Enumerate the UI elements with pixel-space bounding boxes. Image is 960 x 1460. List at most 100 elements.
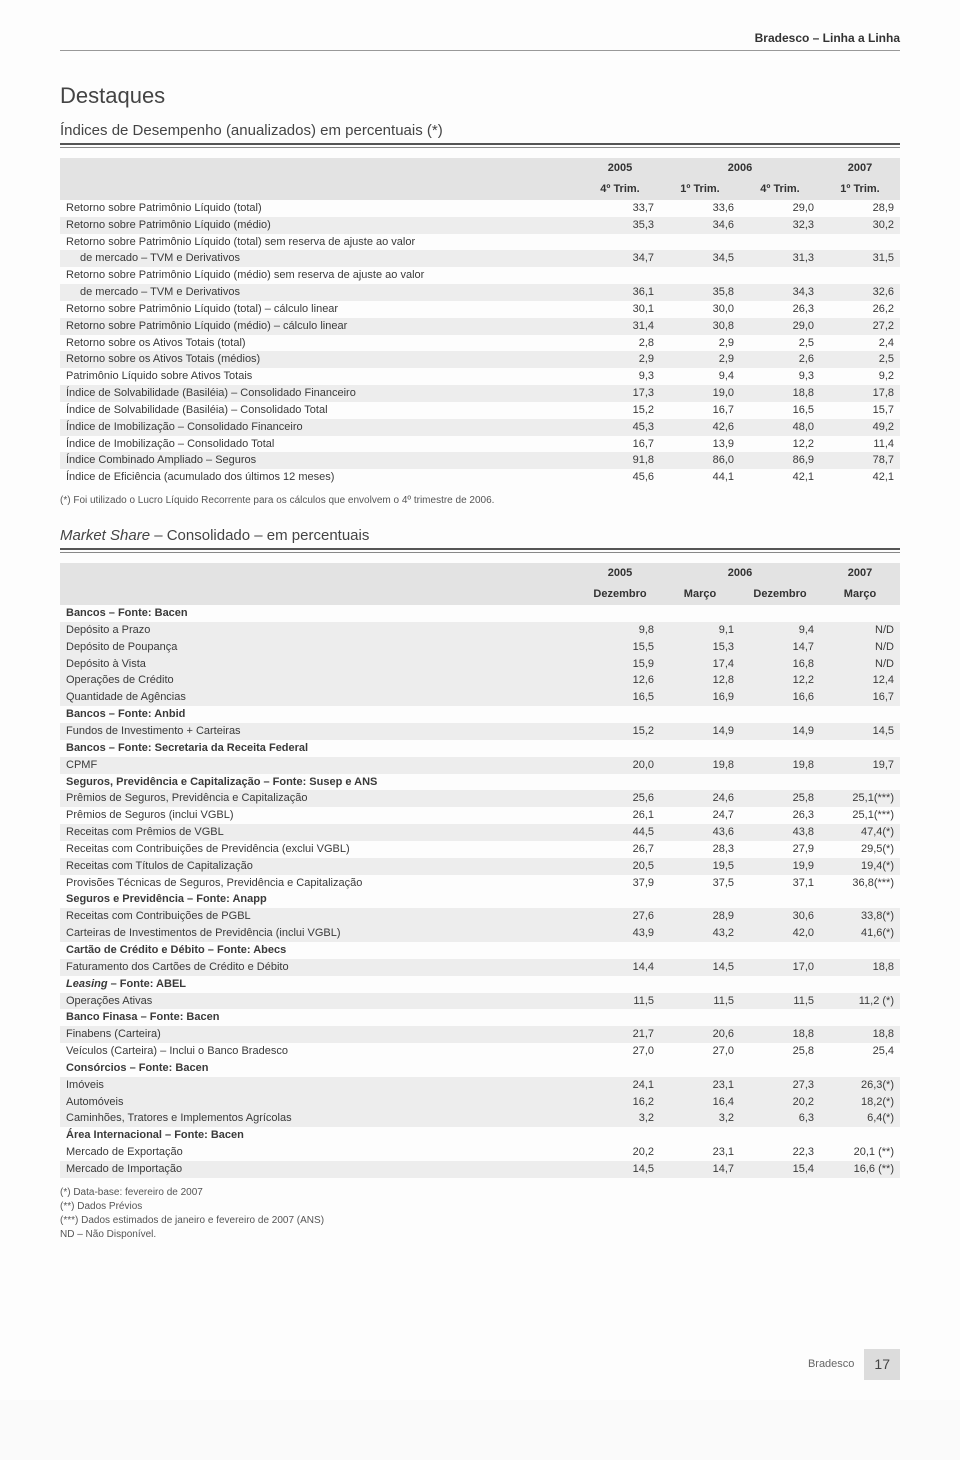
table-row: Índice Combinado Ampliado – Seguros91,88… [60, 452, 900, 469]
row-value: 12,8 [660, 672, 740, 689]
table-row: Quantidade de Agências16,516,916,616,7 [60, 689, 900, 706]
table-row: Retorno sobre Patrimônio Líquido (médio)… [60, 318, 900, 335]
table2-sub-row: Dezembro Março Dezembro Março [60, 584, 900, 605]
table2-year-2005: 2005 [580, 563, 660, 584]
row-value: 34,3 [740, 284, 820, 301]
table1-footnote: (*) Foi utilizado o Lucro Líquido Recorr… [60, 494, 900, 508]
section-row: Leasing – Fonte: ABEL [60, 976, 900, 993]
row-value: 15,5 [580, 639, 660, 656]
row-value: 23,1 [660, 1144, 740, 1161]
row-value: 43,9 [580, 925, 660, 942]
table-row: Índice de Solvabilidade (Basiléia) – Con… [60, 385, 900, 402]
row-value: 49,2 [820, 419, 900, 436]
row-value: 27,2 [820, 318, 900, 335]
row-value [820, 774, 900, 791]
row-value: 18,2(*) [820, 1094, 900, 1111]
row-value: 25,1(***) [820, 790, 900, 807]
row-value [740, 706, 820, 723]
row-value: 22,3 [740, 1144, 820, 1161]
row-value: 9,1 [660, 622, 740, 639]
row-value [820, 1060, 900, 1077]
section-row: Cartão de Crédito e Débito – Fonte: Abec… [60, 942, 900, 959]
row-value: 12,2 [740, 436, 820, 453]
table-row: de mercado – TVM e Derivativos34,734,531… [60, 250, 900, 267]
row-value: 29,0 [740, 318, 820, 335]
row-value: 14,5 [580, 1161, 660, 1178]
row-value: 34,5 [660, 250, 740, 267]
row-value: 34,6 [660, 217, 740, 234]
row-value [820, 740, 900, 757]
row-value [660, 234, 740, 251]
table-row: Índice de Solvabilidade (Basiléia) – Con… [60, 402, 900, 419]
row-value: 28,9 [820, 200, 900, 217]
row-value: 9,3 [580, 368, 660, 385]
row-value [740, 1127, 820, 1144]
footnote-line: (*) Data-base: fevereiro de 2007 [60, 1186, 900, 1200]
row-value: 20,0 [580, 757, 660, 774]
table1-year-2005: 2005 [580, 158, 660, 179]
row-value: 24,7 [660, 807, 740, 824]
row-label: Automóveis [60, 1094, 580, 1111]
row-value: N/D [820, 656, 900, 673]
row-value [820, 234, 900, 251]
section-row: Seguros e Previdência – Fonte: Anapp [60, 891, 900, 908]
row-value: 35,3 [580, 217, 660, 234]
row-value: 44,1 [660, 469, 740, 486]
table2-sub-3: Março [820, 584, 900, 605]
row-label: Depósito a Prazo [60, 622, 580, 639]
row-value: 2,4 [820, 335, 900, 352]
row-value: 6,4(*) [820, 1110, 900, 1127]
row-value: 2,8 [580, 335, 660, 352]
row-value [660, 740, 740, 757]
table-row: Imóveis24,123,127,326,3(*) [60, 1077, 900, 1094]
row-value: 20,5 [580, 858, 660, 875]
row-label: Prêmios de Seguros, Previdência e Capita… [60, 790, 580, 807]
row-value: 33,8(*) [820, 908, 900, 925]
row-value: 20,1 (**) [820, 1144, 900, 1161]
row-value: 20,2 [580, 1144, 660, 1161]
row-label: Carteiras de Investimentos de Previdênci… [60, 925, 580, 942]
table-row: Índice de Imobilização – Consolidado Fin… [60, 419, 900, 436]
table-row: Mercado de Importação14,514,715,416,6 (*… [60, 1161, 900, 1178]
rule [60, 146, 900, 148]
row-value: 12,2 [740, 672, 820, 689]
row-value: 3,2 [580, 1110, 660, 1127]
row-label: Fundos de Investimento + Carteiras [60, 723, 580, 740]
page-number: 17 [864, 1349, 900, 1380]
row-label: Índice de Solvabilidade (Basiléia) – Con… [60, 385, 580, 402]
row-value: 45,6 [580, 469, 660, 486]
row-label: Retorno sobre Patrimônio Líquido (médio)… [60, 318, 580, 335]
row-value: 17,8 [820, 385, 900, 402]
row-value [580, 891, 660, 908]
row-value: N/D [820, 622, 900, 639]
row-label: Leasing – Fonte: ABEL [60, 976, 580, 993]
table-row: Receitas com Contribuições de PGBL27,628… [60, 908, 900, 925]
table-row: Depósito de Poupança15,515,314,7N/D [60, 639, 900, 656]
row-value [740, 234, 820, 251]
row-label: Mercado de Exportação [60, 1144, 580, 1161]
row-value: 27,0 [660, 1043, 740, 1060]
table-row: Retorno sobre Patrimônio Líquido (total)… [60, 301, 900, 318]
table2-year-2006: 2006 [660, 563, 820, 584]
row-label: Caminhões, Tratores e Implementos Agríco… [60, 1110, 580, 1127]
row-value: 19,5 [660, 858, 740, 875]
row-label: de mercado – TVM e Derivativos [60, 250, 580, 267]
row-value: 11,2 (*) [820, 993, 900, 1010]
row-label: Retorno sobre Patrimônio Líquido (total)… [60, 234, 580, 251]
row-value: 14,4 [580, 959, 660, 976]
row-value: 14,9 [740, 723, 820, 740]
top-header: Bradesco – Linha a Linha [60, 30, 900, 51]
row-value [740, 267, 820, 284]
row-value: 47,4(*) [820, 824, 900, 841]
row-label: Bancos – Fonte: Bacen [60, 605, 580, 622]
section-title: Destaques [60, 81, 900, 111]
row-value: 23,1 [660, 1077, 740, 1094]
row-label: Patrimônio Líquido sobre Ativos Totais [60, 368, 580, 385]
row-value: 37,9 [580, 875, 660, 892]
row-value: 34,7 [580, 250, 660, 267]
row-label: Faturamento dos Cartões de Crédito e Déb… [60, 959, 580, 976]
table-row: Retorno sobre Patrimônio Líquido (médio)… [60, 217, 900, 234]
row-value: 28,9 [660, 908, 740, 925]
row-label: Banco Finasa – Fonte: Bacen [60, 1009, 580, 1026]
row-value [580, 1009, 660, 1026]
